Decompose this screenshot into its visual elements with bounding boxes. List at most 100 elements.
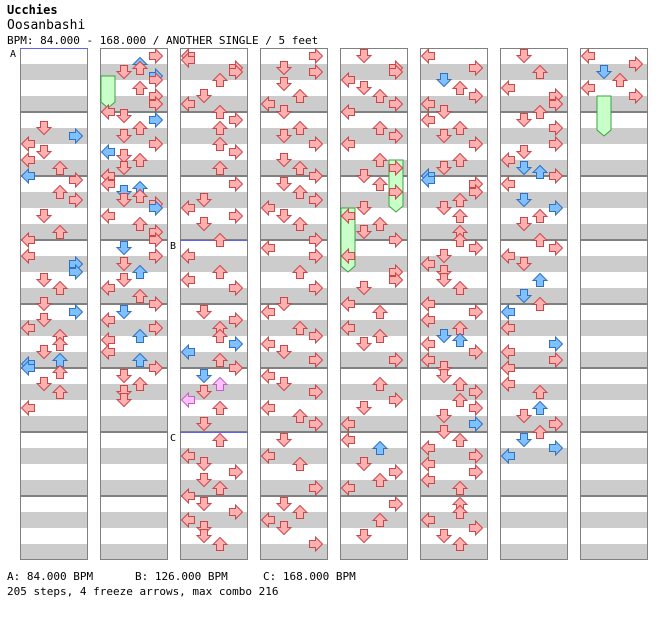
- step-arrow: [515, 289, 533, 304]
- measure-frame: [340, 496, 408, 560]
- beat-stripe: [180, 96, 248, 112]
- step-arrow: [260, 399, 275, 417]
- measure-frame: [340, 432, 408, 496]
- step-arrow: [355, 81, 373, 96]
- beat-stripe: [180, 224, 248, 240]
- step-arrow: [149, 111, 164, 129]
- step-arrow: [549, 415, 564, 433]
- step-arrow: [229, 207, 244, 225]
- beat-stripe: [180, 416, 248, 432]
- step-arrow: [549, 95, 564, 113]
- step-arrow: [180, 511, 195, 529]
- step-arrow: [100, 143, 115, 161]
- beat-stripe: [580, 384, 648, 400]
- step-arrow: [115, 257, 133, 272]
- step-arrow: [115, 241, 133, 256]
- measure-frame: [580, 48, 648, 112]
- step-arrow: [115, 385, 133, 400]
- step-arrow: [131, 288, 149, 303]
- step-arrow: [275, 297, 293, 312]
- step-arrow: [260, 367, 275, 385]
- step-arrow: [389, 271, 404, 289]
- step-arrow: [149, 359, 164, 377]
- step-arrow: [549, 439, 564, 457]
- measure-frame: [260, 496, 328, 560]
- step-arrow: [309, 415, 324, 433]
- measure-frame: [180, 496, 248, 560]
- step-arrow: [451, 152, 469, 167]
- measure-frame: [20, 432, 88, 496]
- step-arrow: [451, 80, 469, 95]
- step-arrow: [35, 297, 53, 312]
- beat-stripe: [100, 160, 168, 176]
- step-arrow: [420, 439, 435, 457]
- step-arrow: [309, 231, 324, 249]
- measure-frame: [420, 112, 488, 176]
- step-arrow: [549, 167, 564, 185]
- step-arrow: [435, 273, 453, 288]
- step-arrow: [35, 273, 53, 288]
- measure-frame: [260, 48, 328, 112]
- step-arrow: [515, 193, 533, 208]
- measure-frame: [340, 304, 408, 368]
- step-arrow: [371, 376, 389, 391]
- beat-stripe: [580, 288, 648, 304]
- step-arrow: [211, 264, 229, 279]
- step-arrow: [291, 184, 309, 199]
- measure-frame: [420, 368, 488, 432]
- step-arrow: [195, 193, 213, 208]
- step-arrow: [275, 345, 293, 360]
- bpm-marker-label: C: [170, 433, 176, 444]
- step-arrow: [195, 521, 213, 536]
- step-arrow: [149, 199, 164, 217]
- bpm-a-legend: A: 84.000 BPM: [7, 570, 94, 583]
- step-arrow: [549, 335, 564, 353]
- step-arrow: [371, 328, 389, 343]
- step-arrow: [355, 337, 373, 352]
- step-arrow: [420, 171, 435, 189]
- step-chart: A B C: [10, 47, 648, 560]
- step-arrow: [549, 135, 564, 153]
- step-arrow: [260, 511, 275, 529]
- beat-stripe: [100, 512, 168, 528]
- step-arrow: [51, 384, 69, 399]
- measure-frame: [20, 304, 88, 368]
- song-info: BPM: 84.000 - 168.000 / ANOTHER SINGLE /…: [7, 34, 319, 47]
- step-arrow: [340, 479, 355, 497]
- beat-stripe: [420, 256, 488, 272]
- step-arrow: [195, 473, 213, 488]
- step-arrow: [35, 209, 53, 224]
- step-arrow: [131, 120, 149, 135]
- step-arrow: [531, 400, 549, 415]
- beat-stripe: [580, 128, 648, 144]
- step-arrow: [211, 136, 229, 151]
- beat-stripe: [20, 288, 88, 304]
- beat-stripe: [340, 448, 408, 464]
- step-arrow: [451, 192, 469, 207]
- step-arrow: [389, 95, 404, 113]
- step-arrow: [389, 231, 404, 249]
- step-arrow: [69, 127, 84, 145]
- step-arrow: [149, 95, 164, 113]
- step-arrow: [469, 135, 484, 153]
- beat-stripe: [20, 416, 88, 432]
- step-arrow: [115, 65, 133, 80]
- step-arrow: [355, 281, 373, 296]
- beat-stripe: [260, 448, 328, 464]
- step-arrow: [131, 352, 149, 367]
- step-arrow: [469, 383, 484, 401]
- step-arrow: [51, 364, 69, 379]
- step-arrow: [260, 303, 275, 321]
- step-arrow: [515, 113, 533, 128]
- step-arrow: [340, 247, 355, 265]
- step-arrow: [20, 319, 35, 337]
- step-arrow: [51, 336, 69, 351]
- step-arrow: [549, 351, 564, 369]
- step-arrow: [435, 201, 453, 216]
- step-arrow: [340, 319, 355, 337]
- measure-frame: [580, 496, 648, 560]
- step-arrow: [389, 127, 404, 145]
- beat-stripe: [180, 544, 248, 560]
- step-arrow: [469, 343, 484, 361]
- step-arrow: [115, 161, 133, 176]
